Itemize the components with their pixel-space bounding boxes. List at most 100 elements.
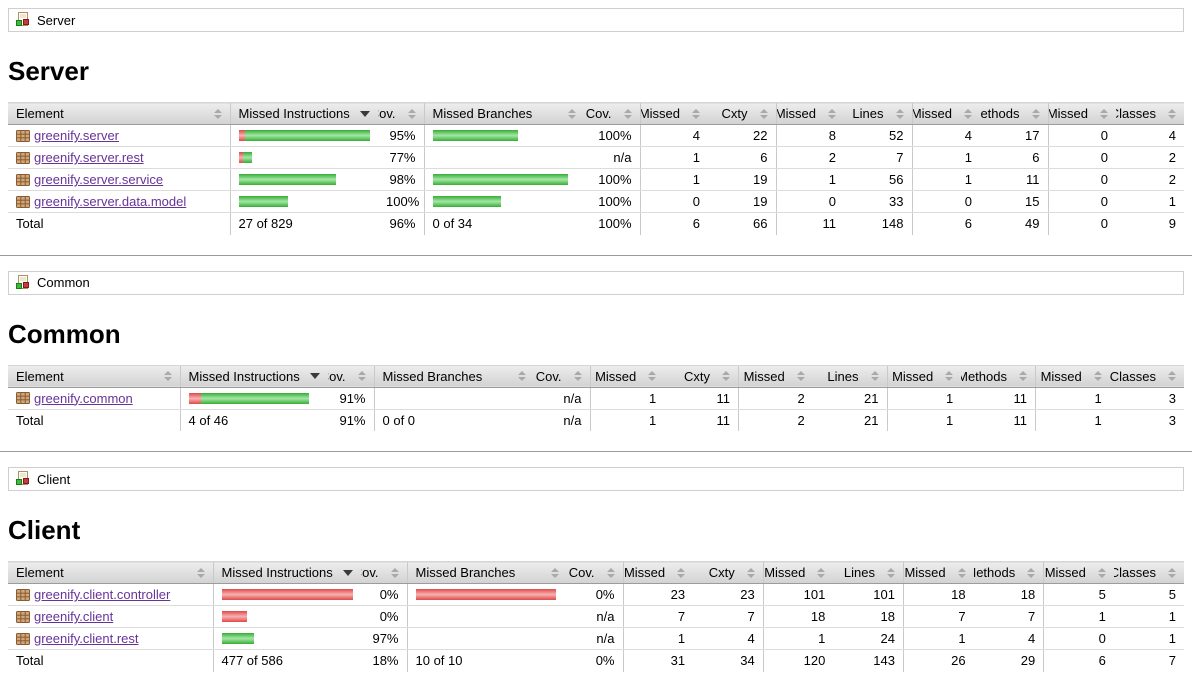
column-header-element[interactable]: Element	[8, 561, 213, 584]
package-link[interactable]: greenify.server.rest	[34, 150, 144, 165]
column-header-missed[interactable]: Missed	[775, 102, 844, 125]
metric-value: 18	[762, 605, 834, 628]
sort-toggle-icon	[623, 108, 632, 119]
metric-value: 33	[844, 190, 912, 213]
coverage-bar	[221, 589, 353, 600]
table-total-row: Total 4 of 46 91% 0 of 0 n/a 1 11 2 21 1 11 1 3	[8, 408, 1184, 431]
report-group-icon	[15, 12, 31, 28]
package-link[interactable]: greenify.common	[34, 390, 133, 406]
total-metric-value: 1	[589, 408, 665, 431]
sort-toggle-icon	[551, 567, 559, 578]
sort-toggle-icon	[945, 371, 954, 381]
column-header-cov[interactable]: Cov.	[567, 561, 623, 584]
column-header-element[interactable]: Element	[8, 364, 180, 388]
column-header-methods[interactable]: Methods	[980, 102, 1048, 125]
package-icon	[16, 195, 30, 209]
coverage-bar	[238, 130, 370, 141]
metric-value: 11	[980, 168, 1048, 191]
column-header-cxty[interactable]: Cxty	[693, 561, 764, 584]
missed-branches-cell	[406, 583, 567, 606]
column-header-element[interactable]: Element	[8, 102, 230, 125]
coverage-bar	[415, 589, 560, 600]
sort-toggle-icon	[895, 108, 904, 119]
sort-toggle-icon	[606, 567, 615, 578]
total-instruction-coverage: 18%	[361, 649, 407, 672]
report-group-icon	[15, 274, 31, 291]
column-header-missed[interactable]: Missed	[762, 561, 834, 584]
package-link[interactable]: greenify.client	[34, 609, 114, 624]
coverage-table: Element Missed Instructions Cov. Missed Bra…	[8, 561, 1184, 672]
package-link[interactable]: greenify.client.controller	[34, 587, 171, 602]
column-header-cov[interactable]: Cov.	[328, 364, 374, 388]
coverage-bar	[238, 152, 371, 163]
column-header-classes[interactable]: Classes	[1116, 102, 1184, 125]
total-metric-value: 34	[693, 649, 764, 672]
sort-toggle-icon	[828, 108, 836, 119]
metric-value: 1	[639, 146, 708, 169]
sort-toggle-icon	[1168, 567, 1176, 578]
column-header-cov[interactable]: Cov.	[378, 102, 424, 125]
column-header-missed[interactable]: Missed	[737, 364, 813, 388]
column-header-missed-branches[interactable]: Missed Branches	[423, 102, 584, 125]
coverage-bar	[432, 174, 577, 185]
package-icon	[16, 610, 30, 624]
column-header-methods[interactable]: Methods	[973, 561, 1044, 584]
column-header-label: Methods	[974, 565, 1016, 580]
column-header-lines[interactable]: Lines	[833, 561, 904, 584]
total-instruction-coverage: 91%	[328, 408, 374, 431]
column-header-missed[interactable]: Missed	[1043, 561, 1114, 584]
column-header-lines[interactable]: Lines	[812, 364, 887, 388]
column-header-missed-branches[interactable]: Missed Branches	[406, 561, 567, 584]
column-header-missed-branches[interactable]: Missed Branches	[373, 364, 534, 388]
total-branch-coverage: 0%	[567, 649, 623, 672]
column-header-missed-instructions[interactable]: Missed Instructions	[212, 561, 361, 584]
breadcrumb: Client	[8, 467, 1184, 491]
column-header-methods[interactable]: Methods	[961, 364, 1036, 388]
metric-value: 0	[1047, 146, 1116, 169]
metric-value: 0	[1043, 627, 1114, 650]
branch-coverage-value: n/a	[567, 627, 623, 650]
column-header-cov[interactable]: Cov.	[534, 364, 590, 388]
metric-value: 18	[973, 583, 1044, 606]
element-cell: greenify.server	[8, 124, 230, 147]
column-header-missed-instructions[interactable]: Missed Instructions	[179, 364, 328, 388]
column-header-classes[interactable]: Classes	[1113, 561, 1184, 584]
column-header-missed[interactable]: Missed	[1047, 102, 1116, 125]
column-header-missed[interactable]: Missed	[886, 364, 962, 388]
coverage-bar	[416, 611, 560, 622]
total-label: Total	[8, 212, 230, 235]
metric-value: 0	[1047, 190, 1116, 213]
sort-toggle-icon	[817, 567, 826, 578]
package-link[interactable]: greenify.server.data.model	[34, 194, 187, 209]
column-header-lines[interactable]: Lines	[844, 102, 912, 125]
package-link[interactable]: greenify.server.service	[34, 172, 164, 187]
metric-value: 18	[833, 605, 904, 628]
sort-toggle-icon	[568, 108, 576, 119]
column-header-missed[interactable]: Missed	[1034, 364, 1110, 388]
total-instructions: 477 of 586	[212, 649, 361, 672]
package-link[interactable]: greenify.server	[34, 128, 120, 143]
total-branch-coverage: 100%	[584, 212, 640, 235]
missed-instructions-cell	[212, 605, 361, 628]
sort-toggle-icon	[357, 371, 366, 381]
package-icon	[16, 632, 30, 646]
column-header-classes[interactable]: Classes	[1109, 364, 1184, 388]
column-header-label: Cov.	[361, 565, 379, 580]
column-header-missed[interactable]: Missed	[902, 561, 974, 584]
column-header-missed[interactable]: Missed	[911, 102, 980, 125]
column-header-cxty[interactable]: Cxty	[708, 102, 776, 125]
table-row: greenify.common 91% n/a 1 11 2 21 1 11 1 3	[8, 387, 1184, 410]
column-header-missed[interactable]: Missed	[622, 561, 694, 584]
metric-value: 0	[1047, 124, 1116, 147]
column-header-missed[interactable]: Missed	[589, 364, 665, 388]
column-header-missed-instructions[interactable]: Missed Instructions	[229, 102, 378, 125]
missed-branches-cell	[406, 627, 567, 650]
column-header-cov[interactable]: Cov.	[361, 561, 407, 584]
page-title: Server	[8, 56, 89, 86]
section-common: Common Common Element Missed Instructions…	[8, 270, 1184, 431]
package-link[interactable]: greenify.client.rest	[34, 631, 139, 646]
column-header-cxty[interactable]: Cxty	[664, 364, 739, 388]
column-header-cov[interactable]: Cov.	[584, 102, 640, 125]
column-header-label: Missed Branches	[432, 106, 533, 121]
column-header-missed[interactable]: Missed	[639, 102, 708, 125]
